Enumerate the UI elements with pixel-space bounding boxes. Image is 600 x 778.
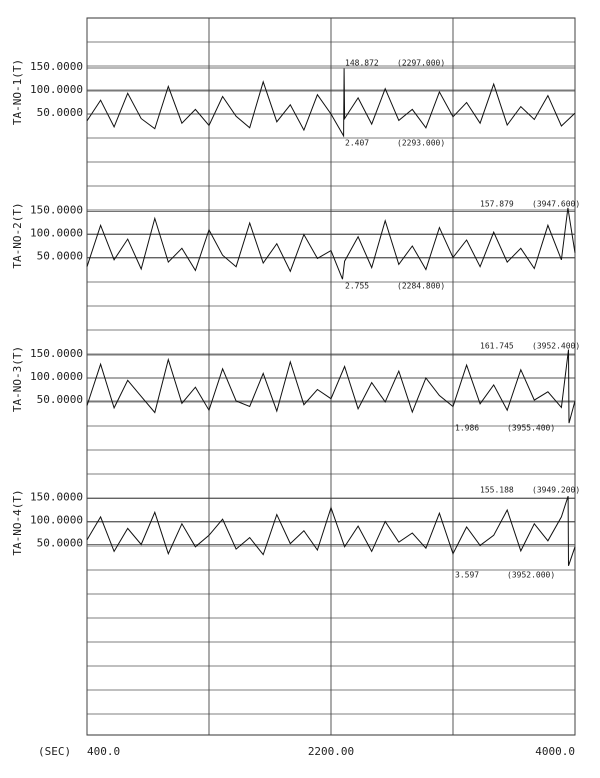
y-tick-label: 50.0000 xyxy=(37,393,83,406)
y-axis-label: TA-NO-3(T) xyxy=(11,346,24,412)
signal-line xyxy=(86,207,576,280)
max-value: 157.879 xyxy=(480,200,514,209)
min-time: (3955.400) xyxy=(507,424,555,433)
y-axis-label: TA-NO-1(T) xyxy=(11,59,24,125)
y-tick-label: 50.0000 xyxy=(37,537,83,550)
max-value: 161.745 xyxy=(480,342,514,351)
max-value: 148.872 xyxy=(345,59,379,68)
signal-line xyxy=(86,495,576,566)
y-tick-label: 150.0000 xyxy=(30,60,83,73)
y-tick-label: 100.0000 xyxy=(30,514,83,527)
max-time: (2297.000) xyxy=(397,59,445,68)
x-tick-label: 4000.0 xyxy=(535,745,575,758)
x-axis-label: (SEC) xyxy=(38,745,71,758)
min-value: 3.597 xyxy=(455,571,479,580)
max-value: 155.188 xyxy=(480,486,514,495)
y-tick-label: 150.0000 xyxy=(30,347,83,360)
min-value: 2.755 xyxy=(345,282,369,291)
y-axis-label: TA-NO-2(T) xyxy=(11,202,24,268)
max-time: (3952.400) xyxy=(532,342,580,351)
max-time: (3947.600) xyxy=(532,200,580,209)
min-time: (2284.800) xyxy=(397,282,445,291)
min-time: (2293.000) xyxy=(397,139,445,148)
signal-line xyxy=(86,68,576,138)
max-time: (3949.200) xyxy=(532,486,580,495)
x-tick-label: 400.0 xyxy=(87,745,120,758)
signal-line xyxy=(86,349,576,424)
min-time: (3952.000) xyxy=(507,571,555,580)
min-value: 2.407 xyxy=(345,139,369,148)
y-tick-label: 100.0000 xyxy=(30,227,83,240)
min-value: 1.986 xyxy=(455,424,479,433)
y-tick-label: 150.0000 xyxy=(30,491,83,504)
y-tick-label: 100.0000 xyxy=(30,370,83,383)
y-tick-label: 100.0000 xyxy=(30,83,83,96)
y-axis-label: TA-NO-4(T) xyxy=(11,489,24,555)
x-tick-label: 2200.00 xyxy=(308,745,354,758)
y-tick-label: 50.0000 xyxy=(37,106,83,119)
y-tick-label: 150.0000 xyxy=(30,204,83,217)
y-tick-label: 50.0000 xyxy=(37,250,83,263)
